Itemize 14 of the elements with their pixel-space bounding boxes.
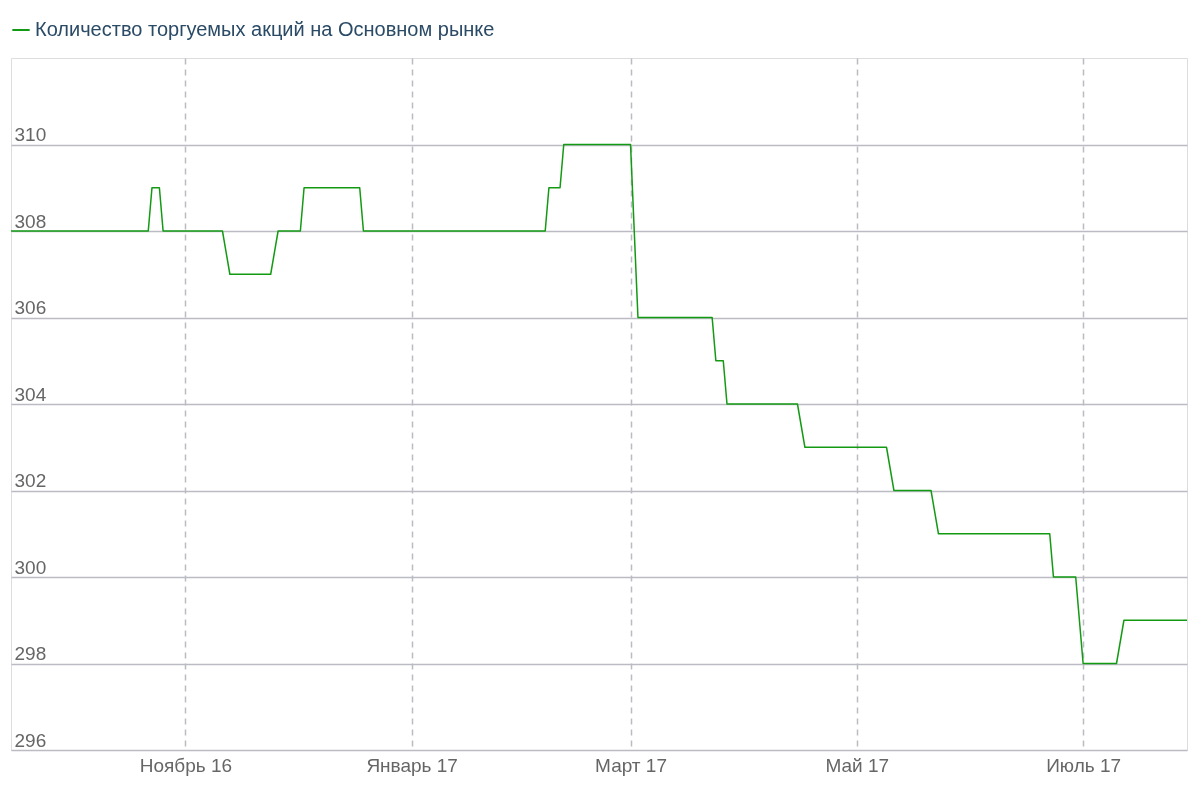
y-tick-label: 302	[14, 470, 47, 491]
x-tick-label: Январь 17	[366, 754, 458, 776]
y-tick-label: 308	[14, 210, 47, 232]
x-tick-label: Июль 17	[1046, 754, 1122, 776]
y-tick-label: 300	[14, 556, 47, 578]
y-tick-label: 304	[14, 383, 47, 405]
y-tick-label: 306	[14, 297, 47, 318]
x-tick-label: Ноябрь 16	[139, 754, 233, 776]
y-tick-label: 310	[14, 124, 47, 145]
x-tick-label: Май 17	[825, 754, 890, 776]
x-tick-label: Март 17	[595, 754, 667, 776]
y-tick-label: 296	[14, 729, 47, 751]
legend-label: Количество торгуемых акций на Основном рынке	[35, 18, 495, 40]
y-tick-label: 298	[14, 643, 47, 664]
